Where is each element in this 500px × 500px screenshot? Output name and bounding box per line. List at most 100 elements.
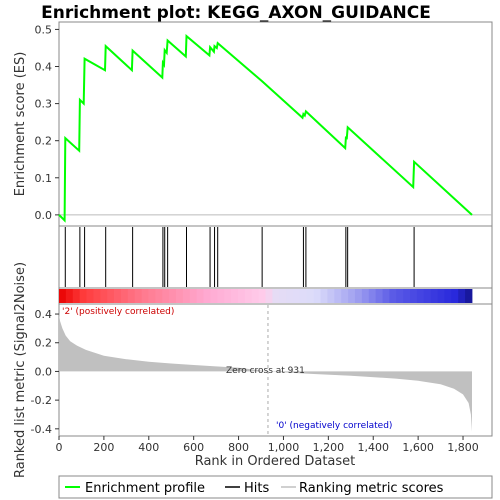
enrichment-y-axis-title: Enrichment score (ES) <box>13 52 28 197</box>
color-band-segment <box>162 289 170 303</box>
color-band-segment <box>272 289 280 303</box>
ranking-x-ticks: 0 200 400 600 800 1,000 1,200 1,400 1,600 1,800 <box>56 436 479 454</box>
color-band-segment <box>59 289 67 303</box>
x-tick-label: 400 <box>138 441 159 454</box>
color-band-segment <box>279 289 287 303</box>
ranking-y-axis-title: Ranked list metric (Signal2Noise) <box>13 262 28 478</box>
color-band-segment <box>389 289 397 303</box>
color-band-segment <box>320 289 328 303</box>
color-band-segment <box>114 289 122 303</box>
x-tick-label: 600 <box>183 441 204 454</box>
color-band-segment <box>423 289 432 303</box>
color-band-segment <box>176 289 184 303</box>
color-band-segment <box>120 289 129 303</box>
color-band-segment <box>430 289 438 303</box>
color-band-segment <box>196 289 204 303</box>
x-tick-label: 800 <box>228 441 249 454</box>
hits-frame <box>58 225 493 289</box>
correlation-color-band <box>58 287 493 305</box>
color-band-segment <box>93 289 101 303</box>
color-band-segment <box>354 289 363 303</box>
color-band-segment <box>361 289 370 303</box>
color-band-segment <box>258 289 266 303</box>
color-band-segment <box>437 289 445 303</box>
color-band-segment <box>155 289 163 303</box>
legend-frame <box>58 475 493 499</box>
rank-y-tick-label: -0.4 <box>31 423 52 436</box>
color-band-segment <box>444 289 452 303</box>
color-band-segment <box>410 289 418 303</box>
color-band-segment <box>79 289 87 303</box>
color-band-segment <box>107 289 115 303</box>
color-band-segment <box>313 289 321 303</box>
color-band-segment <box>265 289 273 303</box>
color-band-segment <box>189 289 198 303</box>
x-tick-label: 200 <box>93 441 114 454</box>
color-band-segment <box>251 289 260 303</box>
es-y-tick-label: 0.2 <box>35 135 53 148</box>
chart-title: Enrichment plot: KEGG_AXON_GUIDANCE <box>41 3 431 23</box>
color-band-segment <box>306 289 315 303</box>
enrichment-plot-frame <box>58 21 493 227</box>
color-band-segment <box>451 289 459 303</box>
color-band-segment <box>327 289 335 303</box>
color-band-segment <box>286 289 294 303</box>
color-band-segment <box>458 289 466 303</box>
x-tick-label: 1,600 <box>402 441 434 454</box>
color-band-segment <box>403 289 411 303</box>
color-band-segment <box>224 289 232 303</box>
color-band-segment <box>217 289 225 303</box>
x-tick-label: 1,400 <box>357 441 389 454</box>
legend-label-hits: Hits <box>244 481 269 496</box>
color-band-segment <box>341 289 349 303</box>
ranking-y-ticks: -0.4 -0.2 0.0 0.2 0.4 <box>31 308 59 436</box>
es-y-tick-label: 0.1 <box>35 172 53 185</box>
rank-y-tick-label: 0.0 <box>35 365 53 378</box>
rank-y-tick-label: 0.4 <box>35 308 53 321</box>
color-band-segments <box>59 289 473 303</box>
color-band-segment <box>375 289 383 303</box>
x-axis-title: Rank in Ordered Dataset <box>195 454 356 469</box>
rank-y-tick-label: -0.2 <box>31 394 52 407</box>
zero-cross-label: Zero cross at 931 <box>226 366 305 376</box>
x-tick-label: 0 <box>56 441 63 454</box>
es-y-tick-label: 0.3 <box>35 98 53 111</box>
hits-panel <box>58 225 493 289</box>
es-y-tick-label: 0.5 <box>35 23 53 36</box>
color-band-segment <box>100 289 108 303</box>
color-band-segment <box>127 289 136 303</box>
positive-correlation-label: '2' (positively correlated) <box>62 307 174 317</box>
x-tick-label: 1,800 <box>447 441 479 454</box>
legend-label-ranking: Ranking metric scores <box>299 481 444 496</box>
color-band-segment <box>65 289 74 303</box>
legend: Enrichment profile Hits Ranking metric s… <box>58 475 493 499</box>
color-band-segment <box>210 289 218 303</box>
color-band-segment <box>396 289 404 303</box>
color-band-segment <box>299 289 308 303</box>
color-band-segment <box>465 289 473 303</box>
color-band-segment <box>169 289 177 303</box>
color-band-segment <box>231 289 239 303</box>
color-band-segment <box>72 289 81 303</box>
x-tick-label: 1,000 <box>268 441 300 454</box>
color-band-segment <box>382 289 390 303</box>
legend-label-enrichment: Enrichment profile <box>85 481 205 496</box>
color-band-segment <box>334 289 342 303</box>
negative-correlation-label: '0' (negatively correlated) <box>276 421 392 431</box>
color-band-segment <box>86 289 94 303</box>
hit-lines <box>64 227 415 287</box>
ranking-panel: -0.4 -0.2 0.0 0.2 0.4 0 200 400 600 800 1,000 1,20… <box>13 262 493 478</box>
ranking-metric-area <box>59 314 472 432</box>
color-band-segment <box>244 289 253 303</box>
color-band-segment <box>203 289 211 303</box>
color-band-segment <box>293 289 301 303</box>
color-band-segment <box>134 289 142 303</box>
color-band-segment <box>141 289 149 303</box>
es-y-tick-label: 0.4 <box>35 61 53 74</box>
es-y-tick-label: 0.0 <box>35 209 53 222</box>
color-band-segment <box>348 289 356 303</box>
color-band-segment <box>368 289 377 303</box>
enrichment-y-ticks: 0.0 0.1 0.2 0.3 0.4 0.5 <box>35 23 59 222</box>
color-band-segment <box>182 289 191 303</box>
enrichment-panel: 0.0 0.1 0.2 0.3 0.4 0.5 Enrichment score (ES) <box>13 21 493 227</box>
